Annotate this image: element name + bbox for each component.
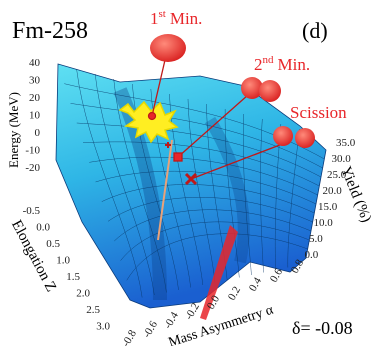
mesh-line xyxy=(76,68,143,298)
tick-label: -20 xyxy=(25,162,40,174)
tick-label: 40 xyxy=(29,57,41,69)
tick-label: -10 xyxy=(25,145,40,157)
mesh-line xyxy=(287,128,300,268)
annotation: 1st Min. xyxy=(150,8,202,28)
mesh-line xyxy=(70,103,323,169)
axis-label: Energy (MeV) xyxy=(6,92,21,168)
mesh-line xyxy=(82,141,320,187)
trajectory xyxy=(118,100,238,320)
mesh-line xyxy=(126,233,308,281)
annotation: Scission xyxy=(290,103,347,122)
mesh-line xyxy=(113,78,167,293)
mesh-line xyxy=(101,184,315,214)
tick-label: 20.0 xyxy=(323,185,343,197)
tick-label: 0.0 xyxy=(305,249,319,261)
tick-label: 0.5 xyxy=(46,238,60,250)
annotation: 2nd Min. xyxy=(254,54,310,74)
tick-label: 0.2 xyxy=(226,285,243,303)
tick-label: 0.4 xyxy=(247,275,265,293)
tick-label: 1.5 xyxy=(66,271,80,283)
tick-label: 20 xyxy=(29,92,41,104)
axis-label: Mass Asymmetry α xyxy=(167,302,276,346)
deformation: δ= -0.08 xyxy=(292,318,353,338)
tick-label: 1.0 xyxy=(56,255,70,267)
mesh-line xyxy=(243,113,252,276)
tick-label: -0.8 xyxy=(120,328,139,346)
tick-label: 10 xyxy=(29,110,41,122)
mesh-line xyxy=(260,118,264,273)
mesh-line xyxy=(95,170,317,205)
mesh-line xyxy=(76,122,322,178)
tick-label: -0.5 xyxy=(23,205,41,217)
tick-label: 25.0 xyxy=(327,169,347,181)
tick-label: 2.0 xyxy=(76,288,90,300)
mesh-line xyxy=(89,156,318,196)
mesh-line xyxy=(187,98,216,283)
title: Fm-258 xyxy=(12,18,88,44)
tick-label: 35.0 xyxy=(336,137,356,149)
mesh-line xyxy=(114,209,312,242)
tick-label: 2.5 xyxy=(86,304,100,316)
tick-label: 5.0 xyxy=(309,233,323,245)
tick-label: 15.0 xyxy=(318,201,338,213)
panel-label: (d) xyxy=(302,18,328,43)
shapes xyxy=(150,34,315,148)
tick-label: 3.0 xyxy=(96,321,110,333)
energy-surface xyxy=(55,63,327,309)
tick-label: -0.4 xyxy=(162,310,181,332)
mesh-line xyxy=(94,73,155,296)
tick-label: -0.2 xyxy=(183,301,202,322)
mesh-line xyxy=(120,221,310,261)
tick-label: -0.6 xyxy=(141,319,160,341)
axis-label: Elongation Z xyxy=(8,218,59,295)
markers xyxy=(147,59,286,186)
tick-label: 0.0 xyxy=(36,222,50,234)
mesh-line xyxy=(224,108,240,278)
tick-label: 0 xyxy=(35,127,41,139)
tick-label: 30.0 xyxy=(332,153,352,165)
mesh-line xyxy=(107,197,313,223)
tick-label: 10.0 xyxy=(314,217,334,229)
tick-label: 30 xyxy=(29,75,41,87)
